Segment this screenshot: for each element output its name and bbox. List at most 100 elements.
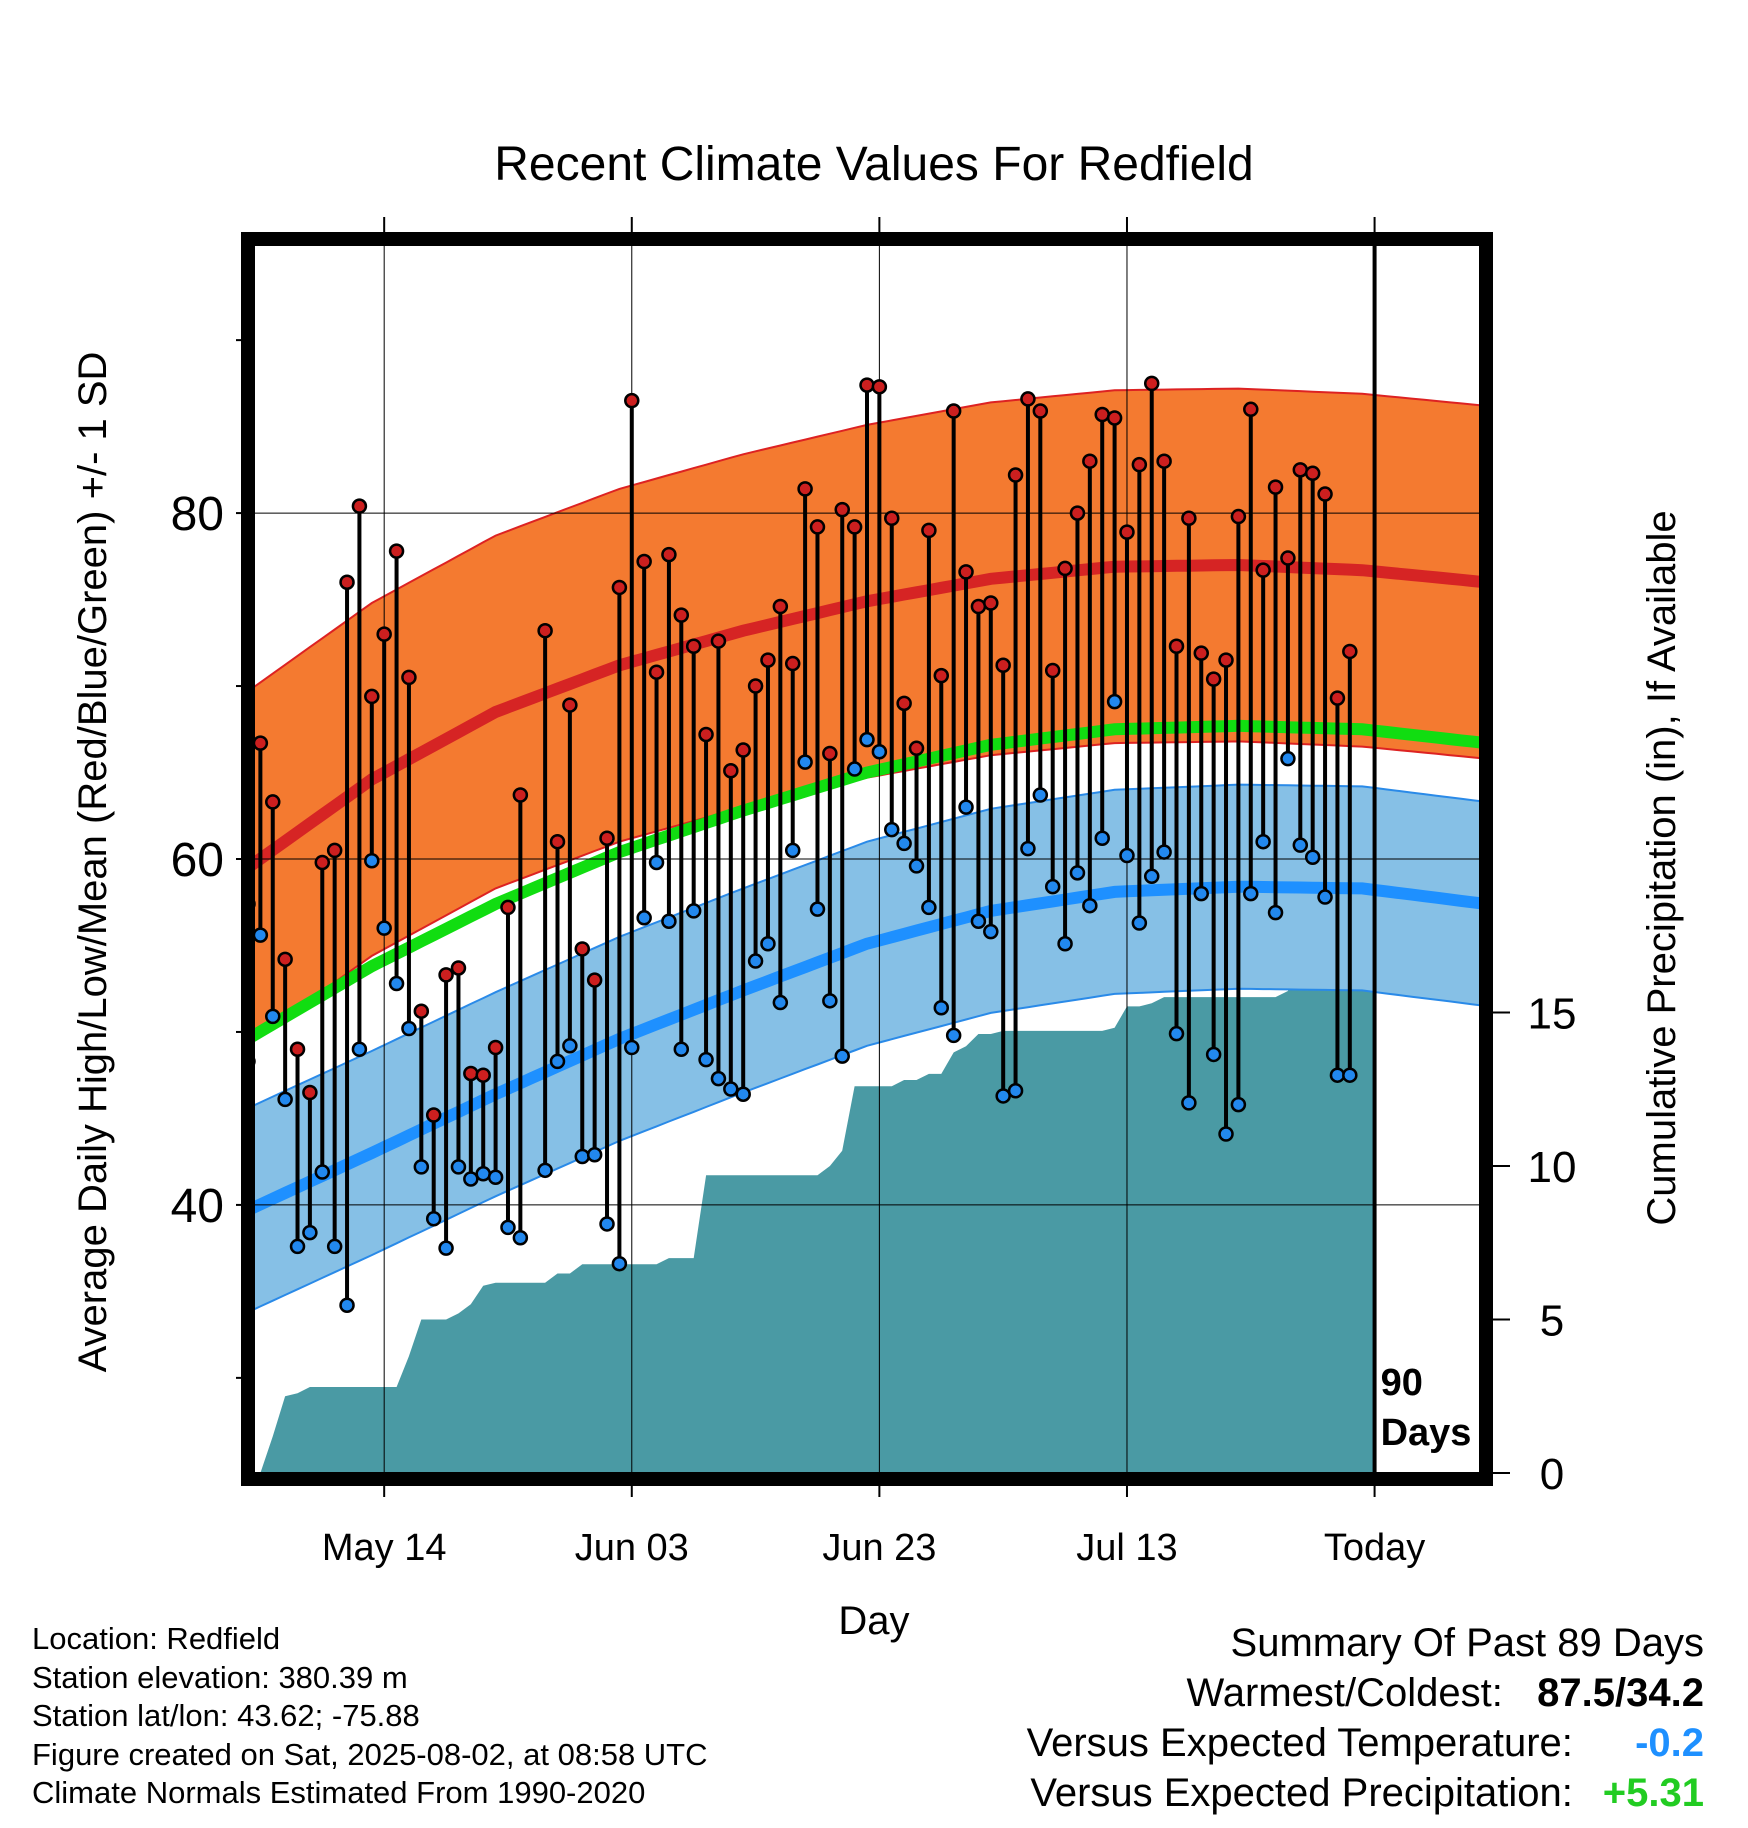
daily-high-point	[475, 1067, 491, 1083]
daily-high-point	[1342, 643, 1358, 660]
daily-high-point	[1032, 403, 1049, 419]
daily-low-point	[760, 935, 776, 952]
daily-low-point	[314, 1164, 331, 1180]
normal-mean-line	[254, 719, 1480, 1043]
daily-low-point	[698, 1051, 714, 1068]
left-axis-label: Average Daily High/Low/Mean (Red/Blue/Gr…	[71, 352, 115, 1373]
daily-high-point	[871, 379, 888, 395]
daily-high-point	[302, 1084, 318, 1101]
warm-cold-value: 87.5/34.2	[1537, 1671, 1704, 1715]
daily-low-point	[351, 1041, 368, 1058]
daily-high-point	[673, 607, 690, 623]
daily-high-point	[1304, 465, 1321, 482]
daily-high-point	[1131, 456, 1148, 473]
daily-low-point	[884, 821, 900, 838]
daily-low-point	[846, 761, 863, 777]
location-text: Location: Redfield	[32, 1621, 281, 1656]
daily-low-point	[809, 901, 826, 917]
right-tick-label: 10	[1528, 1143, 1577, 1192]
daily-high-point	[463, 1065, 479, 1082]
daily-high-point	[425, 1107, 442, 1123]
daily-high-point	[1168, 638, 1185, 655]
daily-low-point	[1082, 897, 1098, 914]
daily-low-point	[797, 754, 813, 770]
daily-low-point	[463, 1171, 479, 1187]
daily-high-point	[1007, 467, 1024, 483]
right-tick-label: 0	[1540, 1450, 1564, 1499]
daily-high-point	[1044, 662, 1061, 679]
daily-low-point	[277, 1091, 293, 1108]
daily-high-point	[1020, 391, 1036, 407]
daily-low-point	[500, 1219, 516, 1236]
daily-high-point	[277, 951, 293, 968]
x-tick-label: Jul 13	[1076, 1527, 1177, 1569]
right-tick-label: 15	[1528, 990, 1577, 1039]
daily-low-point	[487, 1169, 504, 1185]
daily-low-point	[1218, 1126, 1234, 1142]
low-sd-band	[254, 784, 1480, 1310]
daily-high-point	[908, 740, 925, 757]
warm-cold-row: Warmest/Coldest: 87.5/34.2	[1027, 1668, 1705, 1718]
daily-high-point	[846, 519, 863, 535]
daily-high-point	[537, 622, 553, 639]
daily-high-point	[574, 941, 591, 957]
daily-low-point	[425, 1211, 442, 1227]
daily-high-point	[896, 695, 912, 712]
daily-low-point	[1280, 750, 1296, 767]
daily-high-point	[599, 830, 615, 846]
daily-high-point	[884, 510, 900, 527]
daily-low-point	[537, 1162, 553, 1179]
daily-low-point	[747, 953, 764, 969]
daily-low-point	[1230, 1096, 1247, 1113]
elevation-text: Station elevation: 380.39 m	[32, 1659, 408, 1695]
daily-high-point	[723, 763, 739, 779]
daily-low-point	[859, 731, 875, 748]
daily-low-point	[1267, 904, 1284, 921]
daily-high-point	[1255, 562, 1271, 578]
daily-high-point	[636, 553, 652, 570]
daily-low-point	[376, 920, 392, 936]
low-sd-upper	[254, 783, 1480, 1107]
x-tick-label: May 14	[322, 1527, 447, 1569]
daily-low-point	[908, 858, 925, 874]
daily-low-point	[1193, 885, 1210, 902]
daily-high-point	[760, 652, 776, 668]
daily-low-point	[401, 1020, 417, 1037]
right-tick-label: 5	[1540, 1297, 1564, 1346]
today-days-label: 90 Days	[1381, 1362, 1472, 1454]
daily-low-point	[661, 913, 677, 930]
daily-low-point	[549, 1053, 566, 1070]
precip-label: Versus Expected Precipitation:	[1030, 1771, 1573, 1815]
daily-low-point	[265, 1008, 281, 1025]
daily-low-point	[1143, 868, 1160, 885]
daily-high-point	[1267, 479, 1284, 495]
daily-high-point	[562, 697, 578, 713]
daily-low-point	[599, 1216, 615, 1232]
daily-high-point	[772, 598, 789, 615]
temp-row: Versus Expected Temperature: -0.2	[1027, 1718, 1704, 1768]
precip-row: Versus Expected Precipitation: +5.31	[1027, 1768, 1704, 1818]
daily-high-point	[1057, 560, 1073, 577]
daily-high-point	[1317, 486, 1333, 502]
precip-value: +5.31	[1602, 1771, 1704, 1815]
daily-high-point	[1205, 671, 1222, 687]
daily-high-point	[512, 787, 529, 803]
plot-inner: 90 Days	[254, 245, 1480, 1473]
daily-high-point	[586, 972, 603, 988]
daily-high-point	[1181, 510, 1197, 527]
daily-low-point	[413, 1159, 430, 1175]
latlon-text: Station lat/lon: 43.62; -75.88	[32, 1698, 420, 1733]
daily-low-point	[1020, 840, 1036, 857]
daily-high-point	[413, 1003, 430, 1019]
daily-high-point	[859, 377, 875, 393]
daily-high-point	[933, 667, 950, 684]
created-text: Figure created on Sat, 2025-08-02, at 08…	[32, 1736, 708, 1772]
daily-low-point	[1292, 837, 1309, 853]
daily-low-point	[958, 799, 974, 815]
chart-title: Recent Climate Values For Redfield	[494, 138, 1253, 191]
daily-low-point	[1119, 847, 1135, 864]
daily-high-point	[958, 564, 974, 580]
daily-high-point	[339, 574, 355, 591]
daily-high-point	[450, 960, 467, 976]
daily-high-point	[376, 626, 392, 642]
